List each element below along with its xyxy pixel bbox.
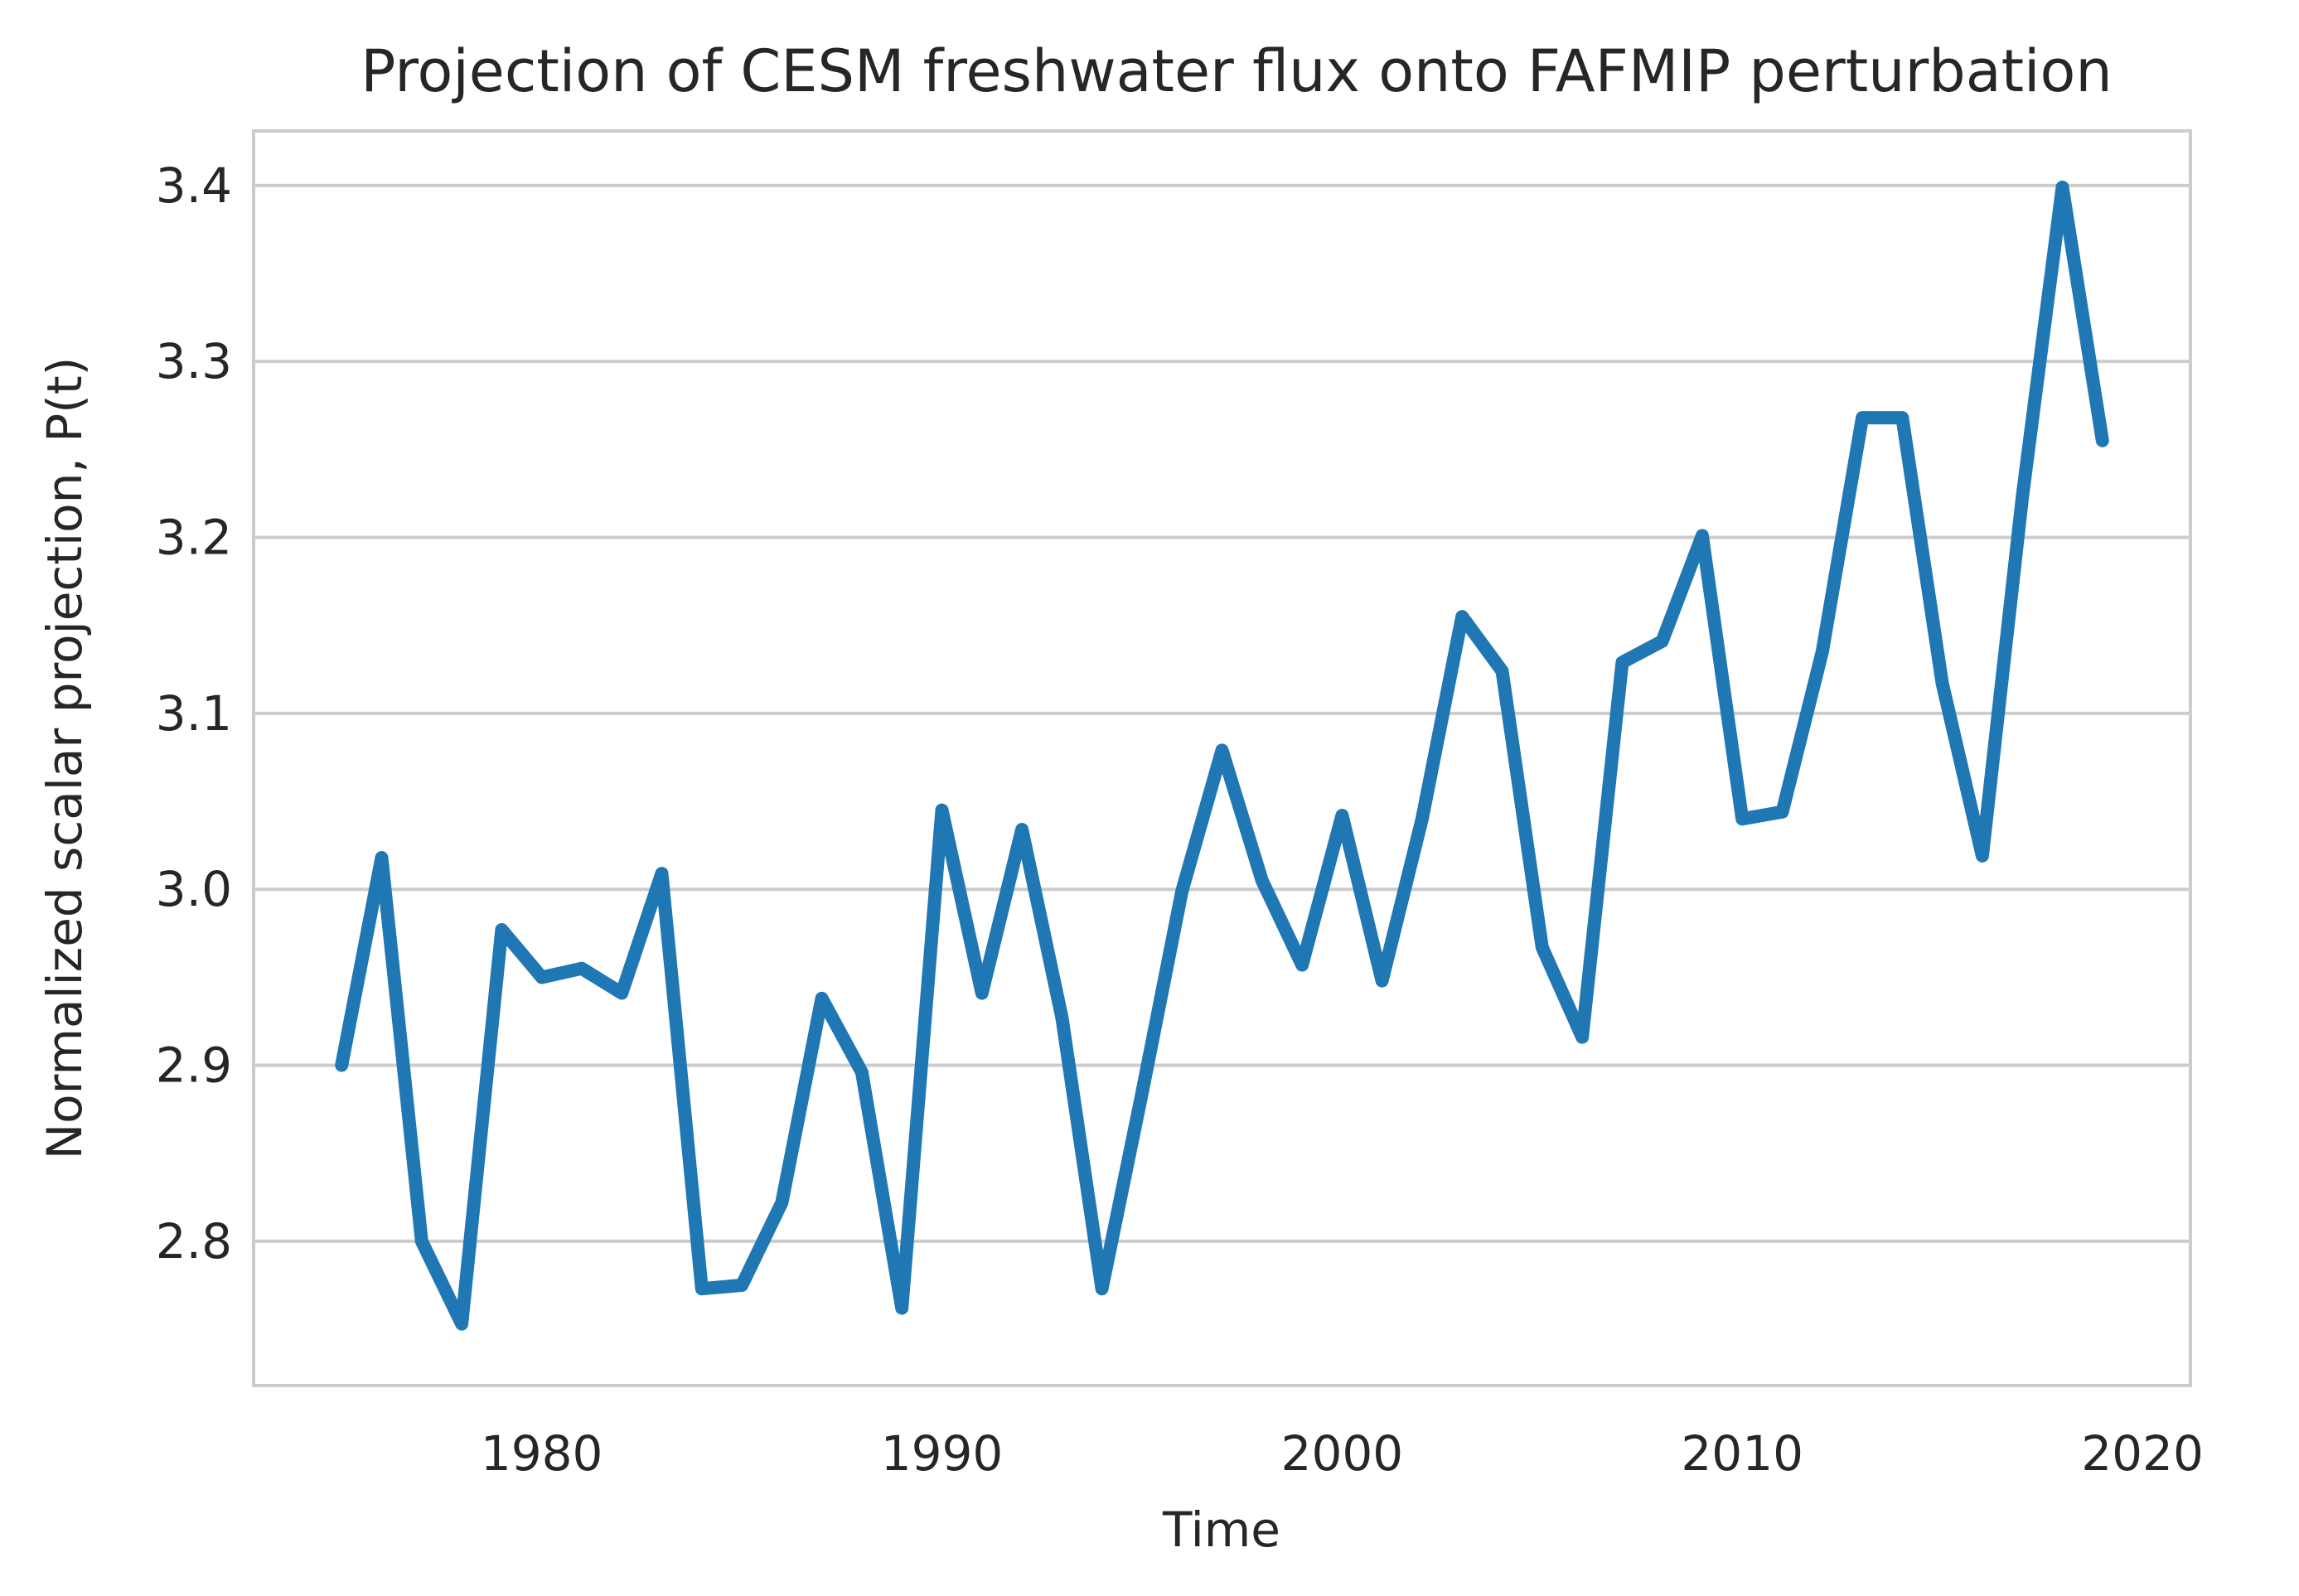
series-layer [335,180,2109,1331]
y-tick-label: 3.0 [156,861,232,917]
y-tick-label: 3.2 [156,510,232,566]
y-axis-title: Normalized scalar projection, P(t) [36,357,93,1159]
plot-frame [252,129,2192,1387]
grid-lines [254,183,2190,1243]
y-tick-label: 3.3 [156,333,232,389]
x-axis-ticks: 1980 1990 2000 2010 2020 [481,1425,2204,1482]
x-tick-label: 2000 [1281,1425,1404,1482]
x-tick-label: 2020 [2081,1425,2204,1482]
y-tick-label: 3.1 [156,685,232,742]
x-axis-title: Time [1162,1502,1280,1558]
x-tick-label: 2010 [1681,1425,1803,1482]
chart-title: Projection of CESM freshwater flux onto … [361,37,2112,105]
y-tick-label: 2.9 [156,1037,232,1094]
y-tick-label: 3.4 [156,157,232,214]
x-tick-label: 1990 [881,1425,1004,1482]
y-tick-label: 2.8 [156,1213,232,1270]
x-tick-label: 1980 [481,1425,603,1482]
y-axis-ticks: 2.8 2.9 3.0 3.1 3.2 3.3 3.4 [156,157,232,1270]
